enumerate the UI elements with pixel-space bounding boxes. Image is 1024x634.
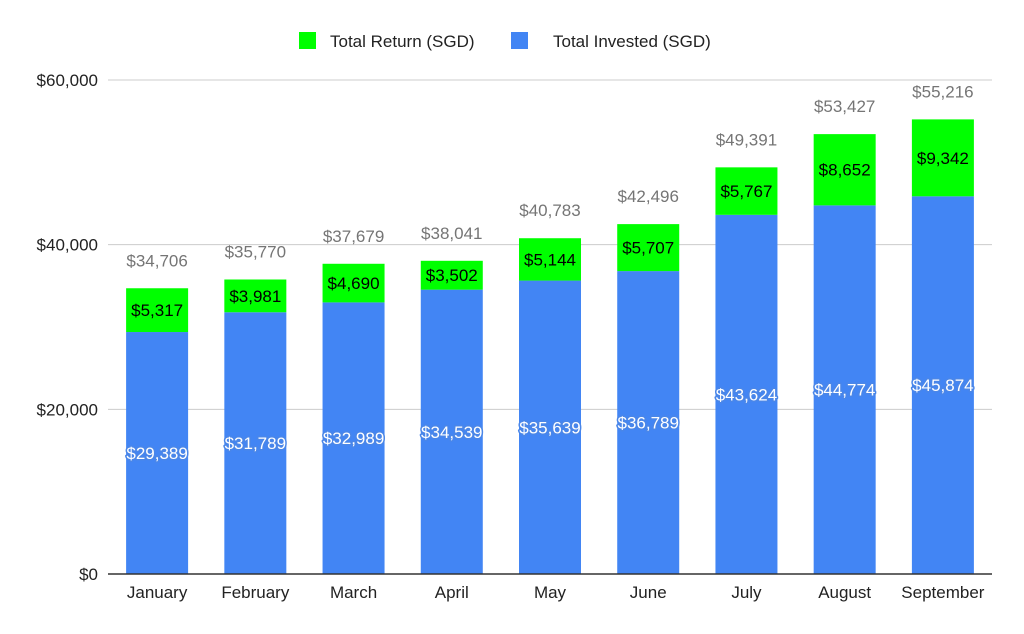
bar-total-return — [813, 134, 876, 206]
bar-total-return — [519, 238, 581, 281]
bar-total-invested — [617, 271, 680, 574]
data-label-total: $53,427 — [814, 97, 875, 116]
data-label-total-return: $8,652 — [819, 161, 871, 180]
data-label-total-invested: $45,874 — [912, 376, 973, 395]
y-tick-label: $0 — [79, 565, 98, 584]
bar-total-return — [126, 288, 189, 333]
bar-total-return — [715, 167, 778, 215]
data-label-total: $37,679 — [323, 227, 384, 246]
x-tick-label: March — [330, 583, 377, 602]
bar-total-invested — [519, 280, 581, 574]
bar-total-invested — [715, 214, 778, 574]
data-label-total-invested: $32,989 — [323, 429, 384, 448]
x-tick-label: February — [221, 583, 290, 602]
y-axis-ticks: $0 $20,000 $40,000 $60,000 — [37, 71, 98, 584]
y-tick-label: $40,000 — [37, 236, 98, 255]
x-tick-label: August — [818, 583, 871, 602]
data-label-total: $35,770 — [225, 242, 286, 261]
legend-swatch-total-return — [299, 32, 316, 49]
data-label-total-invested: $44,774 — [814, 381, 875, 400]
bar-total-invested — [911, 196, 974, 574]
legend: Total Return (SGD) Total Invested (SGD) — [299, 32, 711, 51]
data-label-total-return: $5,767 — [720, 182, 772, 201]
data-label-total-invested: $34,539 — [421, 423, 482, 442]
y-tick-label: $20,000 — [37, 400, 98, 419]
bar-total-invested — [224, 312, 287, 574]
bar-total-return — [322, 263, 385, 303]
data-label-total-invested: $35,639 — [519, 418, 580, 437]
x-tick-label: May — [534, 583, 567, 602]
data-label-total: $49,391 — [716, 130, 777, 149]
data-label-total: $40,783 — [519, 201, 580, 220]
data-label-total-return: $5,317 — [131, 301, 183, 320]
data-label-total-return: $9,342 — [917, 149, 969, 168]
x-tick-label: June — [630, 583, 667, 602]
bar-total-invested — [126, 332, 189, 574]
x-tick-label: April — [435, 583, 469, 602]
data-label-total-invested: $43,624 — [716, 385, 777, 404]
legend-swatch-total-invested — [511, 32, 528, 49]
bar-total-invested — [322, 302, 385, 574]
bar-total-return — [420, 260, 483, 290]
bar-total-return — [224, 279, 287, 313]
legend-label-total-return: Total Return (SGD) — [330, 32, 475, 51]
data-label-total-return: $5,707 — [622, 239, 674, 258]
data-label-total: $42,496 — [617, 187, 678, 206]
data-label-total-return: $3,981 — [229, 287, 281, 306]
data-label-total: $34,706 — [126, 251, 187, 270]
bar-total-invested — [813, 205, 876, 575]
data-label-total-return: $4,690 — [328, 274, 380, 293]
bars — [126, 119, 974, 575]
value-labels: $29,389 $5,317 $34,706 $31,789 $3,981 $35,770… — [125, 82, 975, 464]
data-label-total-invested: $31,789 — [225, 434, 286, 453]
data-label-total-return: $3,502 — [426, 266, 478, 285]
legend-label-total-invested: Total Invested (SGD) — [553, 32, 711, 51]
x-tick-label: January — [127, 583, 188, 602]
x-tick-label: July — [731, 583, 762, 602]
x-axis-labels: January February March April May June July Augu… — [127, 583, 985, 602]
data-label-total: $38,041 — [421, 224, 482, 243]
y-tick-label: $60,000 — [37, 71, 98, 90]
data-label-total-return: $5,144 — [524, 250, 576, 269]
data-label-total-invested: $36,789 — [617, 414, 678, 433]
bar-total-return — [911, 119, 974, 197]
bar-total-return — [617, 224, 680, 272]
x-tick-label: September — [901, 583, 984, 602]
data-label-total: $55,216 — [912, 82, 973, 101]
bar-total-invested — [420, 289, 483, 574]
data-label-total-invested: $29,389 — [126, 444, 187, 463]
